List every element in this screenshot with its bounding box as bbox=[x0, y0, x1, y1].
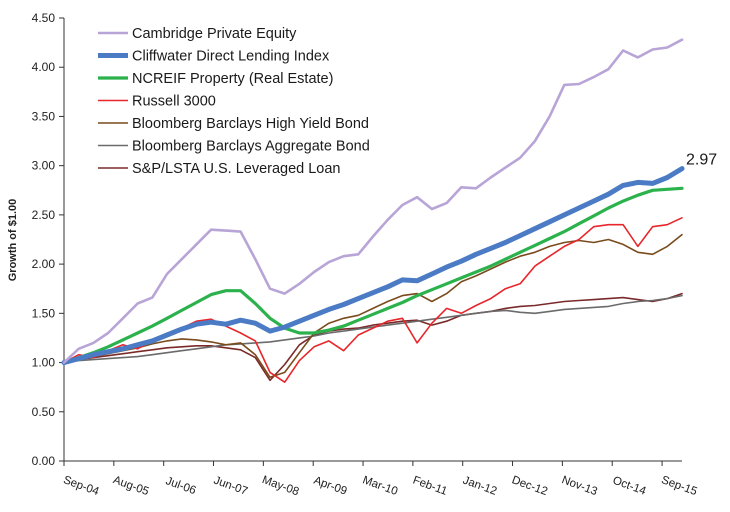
series-line-0 bbox=[62, 38, 684, 364]
y-tick-label: 2.50 bbox=[32, 208, 56, 222]
legend-entry: S&P/LSTA U.S. Leveraged Loan bbox=[132, 161, 341, 177]
x-tick-label: May-08 bbox=[260, 474, 300, 498]
x-axis: Sep-04 Aug-05 Jul-06 Jun-07 May-08 Apr-09 Mar-… bbox=[62, 460, 699, 498]
x-tick-label: Jul-06 bbox=[164, 475, 198, 497]
y-axis: 0.00 0.50 1.00 1.50 2.00 2.50 3.00 3.50 4.00 4.50 bbox=[32, 11, 65, 468]
legend-entry: Russell 3000 bbox=[132, 94, 216, 110]
legend-entry: Cliffwater Direct Lending Index bbox=[132, 49, 330, 65]
y-tick-label: 4.00 bbox=[32, 60, 56, 74]
y-tick-label: 3.00 bbox=[32, 159, 56, 173]
y-tick-label: 3.50 bbox=[32, 109, 56, 123]
end-value-annotation: 2.97 bbox=[686, 152, 717, 169]
series-line-6 bbox=[63, 292, 683, 382]
y-tick-label: 0.00 bbox=[32, 454, 56, 468]
legend-entry: Cambridge Private Equity bbox=[132, 26, 297, 42]
legend-entry: Bloomberg Barclays Aggregate Bond bbox=[132, 139, 370, 155]
series-line-4 bbox=[63, 233, 683, 379]
series-lines bbox=[61, 38, 685, 384]
x-tick-label: Oct-14 bbox=[611, 475, 648, 498]
legend-entry: Bloomberg Barclays High Yield Bond bbox=[132, 116, 369, 132]
y-tick-label: 0.50 bbox=[32, 405, 56, 419]
x-tick-label: Feb-11 bbox=[411, 474, 449, 497]
x-tick-label: Nov-13 bbox=[560, 474, 599, 498]
x-tick-label: Mar-10 bbox=[361, 474, 399, 498]
x-tick-label: Sep-15 bbox=[660, 474, 699, 498]
series-line-5 bbox=[63, 294, 683, 364]
y-axis-label: Growth of $1.00 bbox=[7, 199, 19, 282]
y-tick-label: 1.00 bbox=[32, 356, 56, 370]
legend-entry: NCREIF Property (Real Estate) bbox=[132, 71, 333, 87]
x-tick-label: Sep-04 bbox=[62, 474, 102, 498]
y-tick-label: 2.00 bbox=[32, 257, 56, 271]
series-line-1 bbox=[61, 166, 685, 366]
x-tick-label: Apr-09 bbox=[312, 475, 349, 498]
x-tick-label: Jan-12 bbox=[461, 475, 498, 498]
y-tick-label: 1.50 bbox=[32, 306, 56, 320]
legend: Cambridge Private Equity Cliffwater Direc… bbox=[98, 26, 370, 177]
y-tick-label: 4.50 bbox=[32, 11, 56, 25]
x-tick-label: Jun-07 bbox=[212, 475, 249, 498]
x-tick-label: Aug-05 bbox=[111, 474, 150, 498]
series-line-2 bbox=[62, 186, 684, 365]
x-tick-label: Dec-12 bbox=[510, 474, 549, 498]
